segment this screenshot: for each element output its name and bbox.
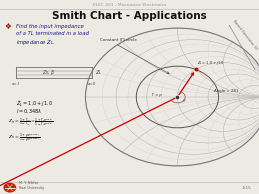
Text: $Z_0, \beta$: $Z_0, \beta$ <box>42 68 55 77</box>
Text: $Z_{in}=\frac{1+\Gamma_{in}}{1-\Gamma_{in}}=\frac{1+\Gamma_L e^{-j2\beta l}}{1-\: $Z_{in}=\frac{1+\Gamma_{in}}{1-\Gamma_{i… <box>8 116 53 129</box>
Text: Constant |Γ| circle: Constant |Γ| circle <box>100 38 136 42</box>
Text: Toward Generator (λ): Toward Generator (λ) <box>231 18 258 51</box>
Text: $Z_L$: $Z_L$ <box>95 68 102 77</box>
Text: z=0: z=0 <box>88 82 96 86</box>
Text: M. Y. Nikfar
Razi University: M. Y. Nikfar Razi University <box>19 181 45 190</box>
Text: $Z_{in}=\frac{1+\rho e^{j(\theta-2\beta l)}}{1-\rho e^{j(\theta-2\beta l)}}$: $Z_{in}=\frac{1+\rho e^{j(\theta-2\beta … <box>8 132 40 146</box>
Text: z=-l: z=-l <box>11 82 20 86</box>
Text: 1/15: 1/15 <box>241 186 251 190</box>
Text: $Z_L=1.0+j1.0$: $Z_L=1.0+j1.0$ <box>197 59 225 67</box>
Text: $\Gamma=\rho$: $\Gamma=\rho$ <box>151 91 163 99</box>
Text: Find the input impedance
of a TL terminated in a load
impedance $\tilde{Z}_L$.: Find the input impedance of a TL termina… <box>16 24 89 48</box>
Text: $\tilde{Z}_L = 1.0 + j1.0$: $\tilde{Z}_L = 1.0 + j1.0$ <box>16 99 53 109</box>
Text: ❖: ❖ <box>4 22 11 31</box>
Circle shape <box>4 183 16 192</box>
Text: $\theta$: $\theta$ <box>182 97 186 104</box>
Text: Angle = 281: Angle = 281 <box>214 89 238 93</box>
Text: $l = 0.348\lambda$: $l = 0.348\lambda$ <box>16 107 42 115</box>
Text: ELEC 401 - Microwave Electronics: ELEC 401 - Microwave Electronics <box>93 3 166 7</box>
Text: Smith Chart - Applications: Smith Chart - Applications <box>52 11 207 22</box>
